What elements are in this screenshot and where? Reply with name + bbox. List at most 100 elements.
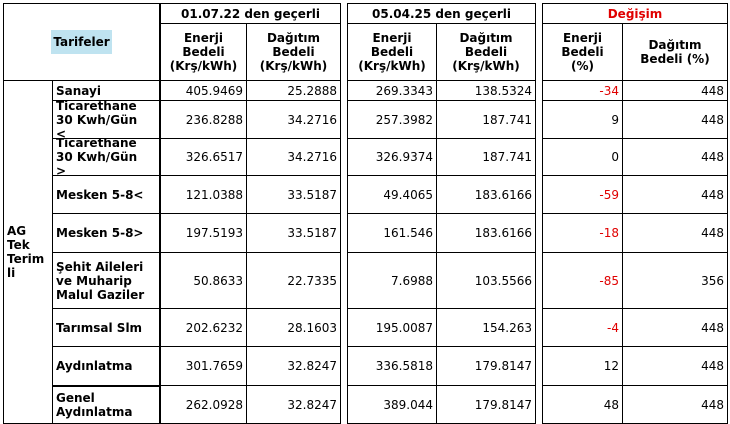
value: 356 xyxy=(701,273,724,288)
value: 28.1603 xyxy=(287,320,337,335)
value-cell: 405.9469 xyxy=(160,80,247,101)
value: 161.546 xyxy=(383,226,433,240)
value-cell: 179.8147 xyxy=(436,346,536,386)
value: 448 xyxy=(701,359,724,373)
value: -4 xyxy=(607,320,619,335)
value: 183.6166 xyxy=(474,226,532,240)
value: 50.8633 xyxy=(193,273,243,288)
column-header-line: Bedeli xyxy=(272,45,315,59)
value: 179.8147 xyxy=(474,359,532,373)
row-name: Şehit Aileleri ve Muharip Malul Gaziler xyxy=(52,252,161,309)
value: -85 xyxy=(599,273,619,288)
group-label: AG Tek Terim li xyxy=(3,80,53,424)
row-name-line: > xyxy=(56,164,67,176)
value-cell: 187.741 xyxy=(436,100,536,139)
value: 179.8147 xyxy=(474,397,532,412)
value: 405.9469 xyxy=(185,83,243,98)
group-label-line: AG xyxy=(7,224,27,238)
value: 448 xyxy=(701,150,724,164)
value: 202.6232 xyxy=(185,320,243,335)
value-cell: 183.6166 xyxy=(436,213,536,253)
value-cell: 389.044 xyxy=(347,385,437,424)
column-header-line: Bedeli xyxy=(561,45,604,59)
value-cell: -85 xyxy=(542,252,623,309)
value-cell: 195.0087 xyxy=(347,308,437,347)
group-header: 05.04.25 den geçerli xyxy=(347,3,536,24)
value: 448 xyxy=(701,226,724,240)
value: 103.5566 xyxy=(474,273,532,288)
column-header-line: Bedeli xyxy=(370,45,414,59)
row-name: Mesken 5-8> xyxy=(52,213,161,253)
value-cell: 448 xyxy=(622,175,728,214)
value: 301.7659 xyxy=(185,359,243,373)
value-cell: 269.3343 xyxy=(347,80,437,101)
row-name-line: ve Muharip xyxy=(56,273,132,288)
column-header-line: Enerji xyxy=(562,31,603,45)
value-cell: 121.0388 xyxy=(160,175,247,214)
row-name-line: Mesken 5-8> xyxy=(56,226,144,240)
value-cell: 33.5187 xyxy=(246,213,341,253)
value-cell: 257.3982 xyxy=(347,100,437,139)
value: 121.0388 xyxy=(185,187,243,202)
value: 33.5187 xyxy=(287,226,337,240)
value-cell: 448 xyxy=(622,100,728,139)
value-cell: 33.5187 xyxy=(246,175,341,214)
value-cell: -34 xyxy=(542,80,623,101)
row-name-line: 30 Kwh/Gün xyxy=(56,150,138,164)
value: 236.8288 xyxy=(185,112,243,127)
column-header-line: (Krş/kWh) xyxy=(169,59,238,73)
group-header: Değişim xyxy=(542,3,728,24)
value: 326.9374 xyxy=(375,150,433,164)
value: 187.741 xyxy=(482,150,532,164)
value: 389.044 xyxy=(383,397,433,412)
value-cell: 448 xyxy=(622,80,728,101)
value: 7.6988 xyxy=(391,273,433,288)
value: -34 xyxy=(599,83,619,98)
column-header-line: (Krş/kWh) xyxy=(358,59,426,73)
value: 183.6166 xyxy=(474,187,532,202)
value-cell: 34.2716 xyxy=(246,100,341,139)
value-cell: 22.7335 xyxy=(246,252,341,309)
value-cell: 103.5566 xyxy=(436,252,536,309)
row-name: Tarımsal Slm xyxy=(52,308,161,347)
column-header: Enerji Bedeli (%) xyxy=(542,23,623,81)
value: 448 xyxy=(701,397,724,412)
value-cell: 50.8633 xyxy=(160,252,247,309)
value-cell: 448 xyxy=(622,213,728,253)
value-cell: 34.2716 xyxy=(246,138,341,176)
row-name-line: Şehit Aileleri xyxy=(56,259,144,274)
value: 257.3982 xyxy=(375,112,433,127)
column-header: Dağıtım Bedeli (Krş/kWh) xyxy=(246,23,341,81)
row-name: Genel Aydınlatma xyxy=(52,385,161,424)
value: 12 xyxy=(603,359,619,373)
column-header-line: (Krş/kWh) xyxy=(259,59,328,73)
row-name-line: Ticarethane xyxy=(56,138,137,150)
value-cell: 448 xyxy=(622,346,728,386)
value: 25.2888 xyxy=(287,83,337,98)
value-cell: -18 xyxy=(542,213,623,253)
value-cell: 48 xyxy=(542,385,623,424)
value: 138.5324 xyxy=(474,83,532,98)
value-cell: 202.6232 xyxy=(160,308,247,347)
row-name-line: Aydınlatma xyxy=(56,359,133,373)
group-header: 01.07.22 den geçerli xyxy=(160,3,341,24)
value: 34.2716 xyxy=(287,150,337,164)
value: 48 xyxy=(603,397,619,412)
value: 448 xyxy=(701,320,724,335)
column-header-line: Enerji xyxy=(372,31,412,45)
column-header: Dağıtım Bedeli (%) xyxy=(622,23,728,81)
value: 448 xyxy=(701,112,724,127)
column-header-line: Dağıtım xyxy=(459,31,513,45)
value-cell: 187.741 xyxy=(436,138,536,176)
row-name-line: 30 Kwh/Gün xyxy=(56,112,138,127)
value: 9 xyxy=(611,112,619,127)
row-name: Mesken 5-8< xyxy=(52,175,161,214)
value-cell: 236.8288 xyxy=(160,100,247,139)
value: -59 xyxy=(599,187,619,202)
value-cell: 448 xyxy=(622,138,728,176)
value: 49.4065 xyxy=(383,187,433,202)
value: 262.0928 xyxy=(185,397,243,412)
group-title: 01.07.22 den geçerli xyxy=(181,6,320,21)
value: 32.8247 xyxy=(287,397,337,412)
